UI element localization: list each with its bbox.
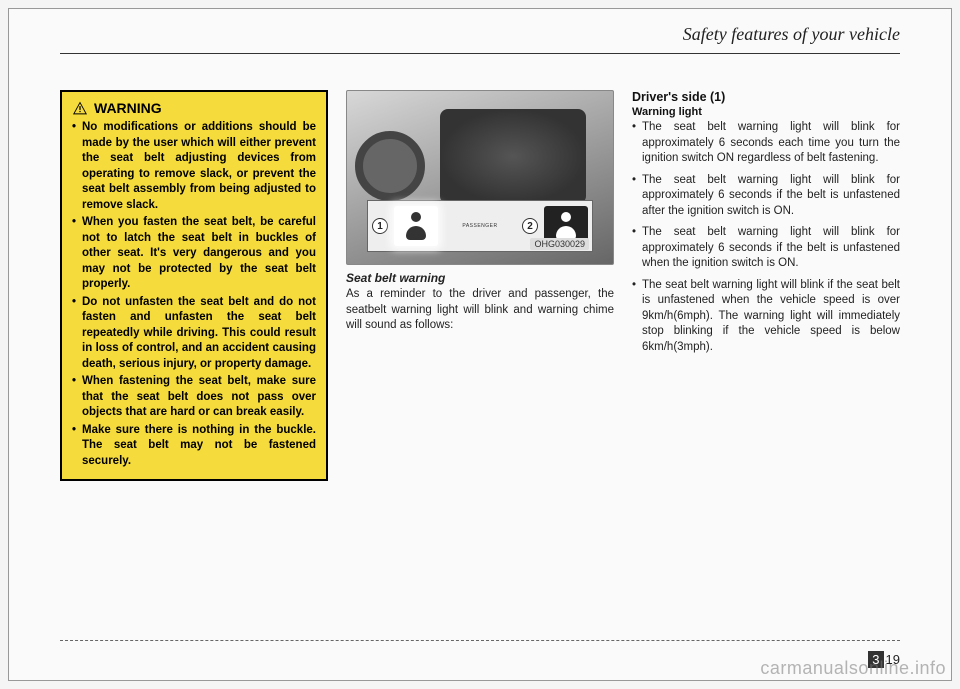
warning-triangle-icon [72, 101, 88, 115]
figure-steering-wheel [355, 131, 425, 201]
seatbelt-warning-text: As a reminder to the driver and passenge… [346, 287, 614, 334]
column-3: Driver's side (1) Warning light The seat… [632, 90, 900, 481]
warning-item: Make sure there is nothing in the buckle… [72, 423, 316, 470]
warning-item: When fastening the seat belt, make sure … [72, 374, 316, 421]
warning-header: WARNING [72, 100, 316, 116]
footer-rule [60, 640, 900, 641]
dashboard-figure: 1 PASSENGER 2 OHG030029 [346, 90, 614, 265]
figure-center-console [440, 109, 586, 204]
warning-item: When you fasten the seat belt, be carefu… [72, 215, 316, 293]
warning-light-subheading: Warning light [632, 106, 900, 118]
list-item: The seat belt warning light will blink f… [632, 173, 900, 220]
figure-badge-2: 2 [522, 218, 538, 234]
seatbelt-warning-heading: Seat belt warning [346, 271, 614, 285]
header: Safety features of your vehicle [60, 24, 900, 54]
warning-list: No modifications or additions should be … [72, 120, 316, 469]
figure-badge-1: 1 [372, 218, 388, 234]
warning-title: WARNING [94, 100, 162, 116]
warning-item: Do not unfasten the seat belt and do not… [72, 295, 316, 373]
figure-passenger-label: PASSENGER [444, 223, 516, 229]
watermark: carmanualsonline.info [760, 658, 946, 679]
section-title: Safety features of your vehicle [60, 24, 900, 51]
column-2: 1 PASSENGER 2 OHG030029 Seat belt warnin… [346, 90, 614, 481]
warning-box: WARNING No modifications or additions sh… [60, 90, 328, 481]
header-rule [60, 53, 900, 54]
content-columns: WARNING No modifications or additions sh… [60, 90, 900, 481]
figure-code: OHG030029 [530, 238, 589, 250]
warning-item: No modifications or additions should be … [72, 120, 316, 213]
seatbelt-warning-icon [394, 206, 438, 246]
drivers-side-heading: Driver's side (1) [632, 90, 900, 104]
drivers-side-list: The seat belt warning light will blink f… [632, 120, 900, 355]
list-item: The seat belt warning light will blink f… [632, 120, 900, 167]
column-1: WARNING No modifications or additions sh… [60, 90, 328, 481]
list-item: The seat belt warning light will blink f… [632, 225, 900, 272]
list-item: The seat belt warning light will blink i… [632, 278, 900, 356]
